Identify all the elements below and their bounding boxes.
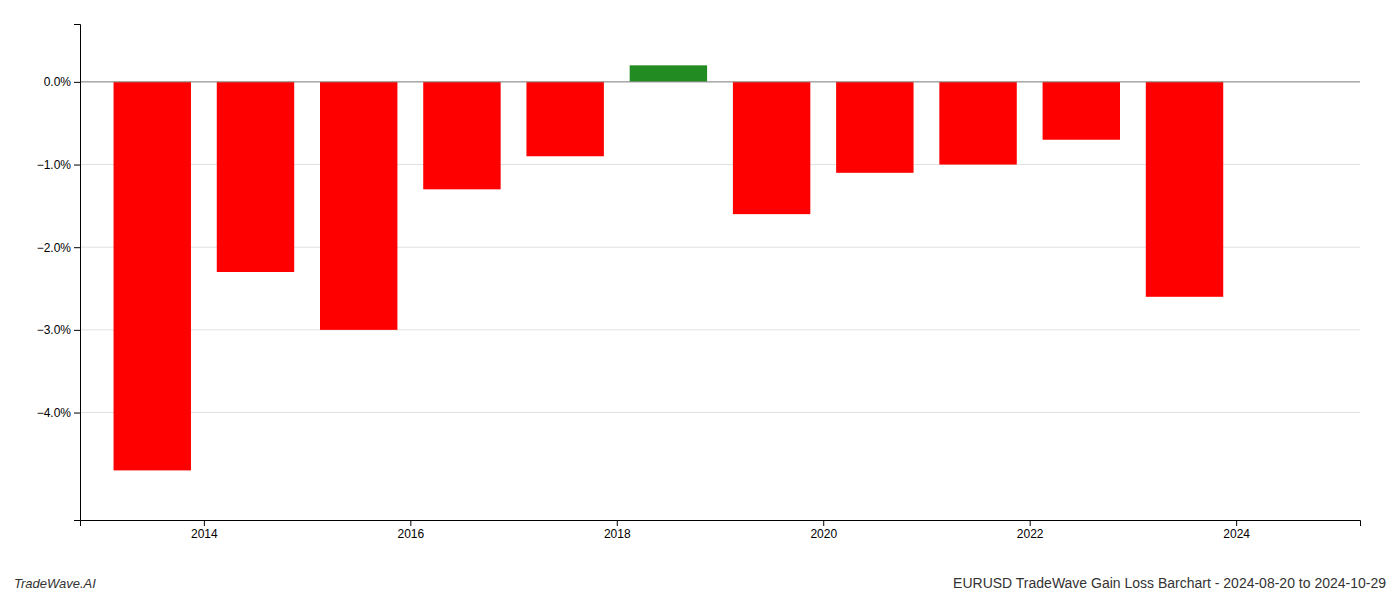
- chart: 2014 2016 2018 2020 2022 2024 0.0% −1.0% −2.0% −3…: [0, 0, 1400, 600]
- x-tick-label: 2022: [1017, 527, 1044, 541]
- y-axis: 0.0% −1.0% −2.0% −3.0% −4.0%: [37, 25, 81, 521]
- bars: [114, 65, 1224, 470]
- x-tick-label: 2016: [397, 527, 424, 541]
- y-tick: 0.0%: [44, 75, 80, 89]
- y-tick: −3.0%: [37, 323, 80, 337]
- y-tick-label: 0.0%: [44, 75, 72, 89]
- x-tick-mark: [1030, 520, 1031, 526]
- y-tick-mark: [74, 413, 80, 414]
- bar: [733, 82, 810, 214]
- grid-line: [80, 412, 1360, 413]
- x-tick-mark: [204, 520, 205, 526]
- bar: [217, 82, 294, 272]
- y-tick-label: −1.0%: [37, 158, 72, 172]
- bar: [320, 82, 397, 330]
- y-tick-label: −3.0%: [37, 323, 72, 337]
- bar: [939, 82, 1016, 165]
- grid-line: [80, 329, 1360, 330]
- bar: [1043, 82, 1120, 140]
- bar: [630, 65, 707, 82]
- y-tick-label: −4.0%: [37, 406, 72, 420]
- y-tick: −1.0%: [37, 158, 80, 172]
- bar: [526, 82, 603, 156]
- y-tick: −2.0%: [37, 241, 80, 255]
- y-tick-mark: [74, 330, 80, 331]
- bar: [836, 82, 913, 173]
- x-axis-line: [81, 521, 1361, 527]
- x-tick-mark: [410, 520, 411, 526]
- zero-line: [80, 81, 1360, 82]
- bar: [423, 82, 500, 189]
- x-tick: 2024: [1223, 520, 1250, 541]
- bar: [1146, 82, 1223, 297]
- x-tick: 2020: [810, 520, 837, 541]
- x-tick: 2014: [191, 520, 218, 541]
- x-tick-mark: [617, 520, 618, 526]
- x-tick-label: 2014: [191, 527, 218, 541]
- grid: [80, 82, 1360, 413]
- x-tick-label: 2018: [604, 527, 631, 541]
- y-tick-mark: [74, 82, 80, 83]
- y-tick-mark: [74, 247, 80, 248]
- x-tick-mark: [823, 520, 824, 526]
- x-tick: 2018: [604, 520, 631, 541]
- x-tick: 2016: [397, 520, 424, 541]
- grid-line: [80, 81, 1360, 82]
- plot-area: 2014 2016 2018 2020 2022 2024 0.0% −1.0% −2.0% −3…: [37, 25, 1361, 541]
- bar: [114, 82, 191, 471]
- x-tick-label: 2020: [810, 527, 837, 541]
- title: EURUSD TradeWave Gain Loss Barchart - 20…: [953, 575, 1386, 591]
- y-tick-label: −2.0%: [37, 241, 72, 255]
- x-tick-mark: [1236, 520, 1237, 526]
- x-axis: 2014 2016 2018 2020 2022 2024: [81, 520, 1361, 541]
- y-axis-line: [74, 25, 81, 521]
- x-tick: 2022: [1017, 520, 1044, 541]
- footer: TradeWave.AI: [14, 576, 96, 591]
- y-tick: −4.0%: [37, 406, 80, 420]
- x-tick-label: 2024: [1223, 527, 1250, 541]
- y-tick-mark: [74, 165, 80, 166]
